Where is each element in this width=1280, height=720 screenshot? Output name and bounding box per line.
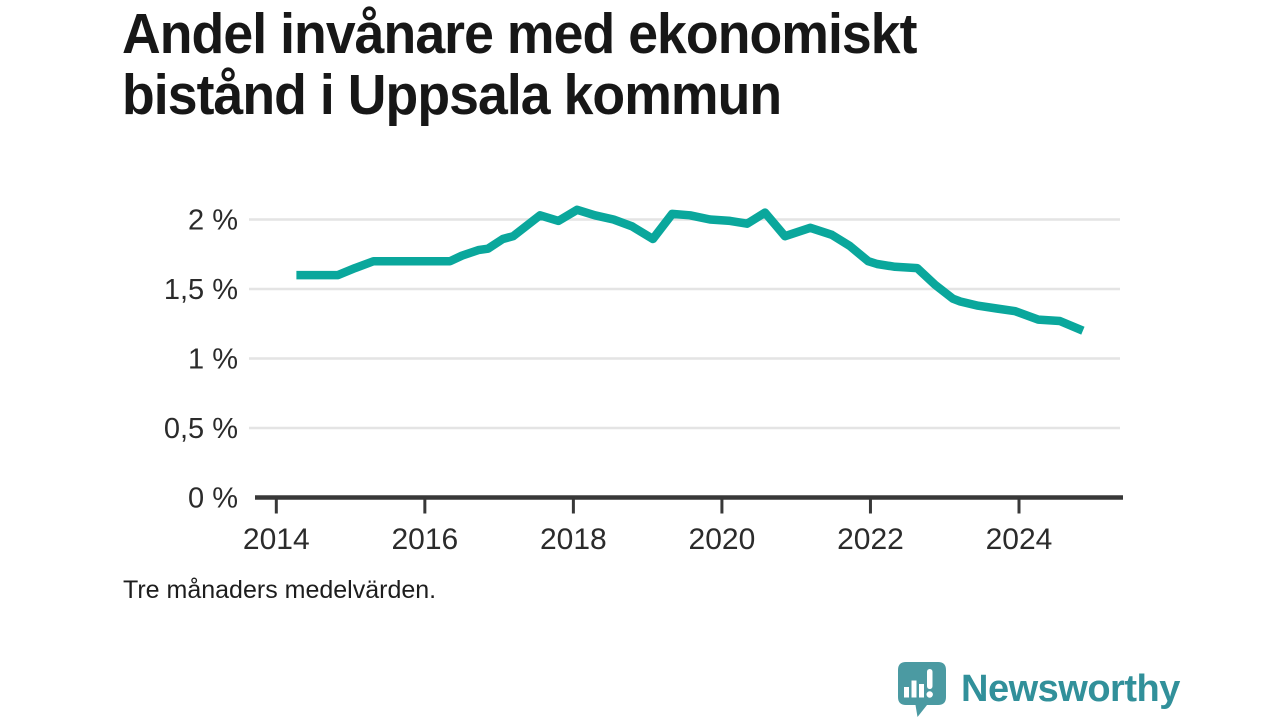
x-tick-label: 2014 — [243, 523, 310, 556]
speech-bubble-bar-chart-icon — [898, 662, 946, 717]
newsworthy-logo: Newsworthy — [896, 661, 1180, 718]
y-tick-label: 1 % — [188, 344, 238, 376]
y-tick-label: 0,5 % — [164, 413, 238, 445]
chart-title: Andel invånare med ekonomiskt bistånd i … — [122, 2, 917, 127]
x-tick-label: 2022 — [837, 523, 904, 556]
data-line-series — [296, 205, 1085, 335]
x-tick-label: 2018 — [540, 523, 607, 556]
y-tick-label: 0 % — [188, 483, 238, 515]
x-tick-label: 2016 — [391, 523, 458, 556]
chart-footnote: Tre månaders medelvärden. — [123, 576, 437, 604]
x-tick-label: 2024 — [986, 523, 1053, 556]
y-tick-label: 2 % — [188, 205, 238, 237]
newsworthy-logo-text: Newsworthy — [961, 668, 1180, 710]
x-tick-label: 2020 — [689, 523, 756, 556]
y-tick-label: 1,5 % — [164, 274, 238, 306]
